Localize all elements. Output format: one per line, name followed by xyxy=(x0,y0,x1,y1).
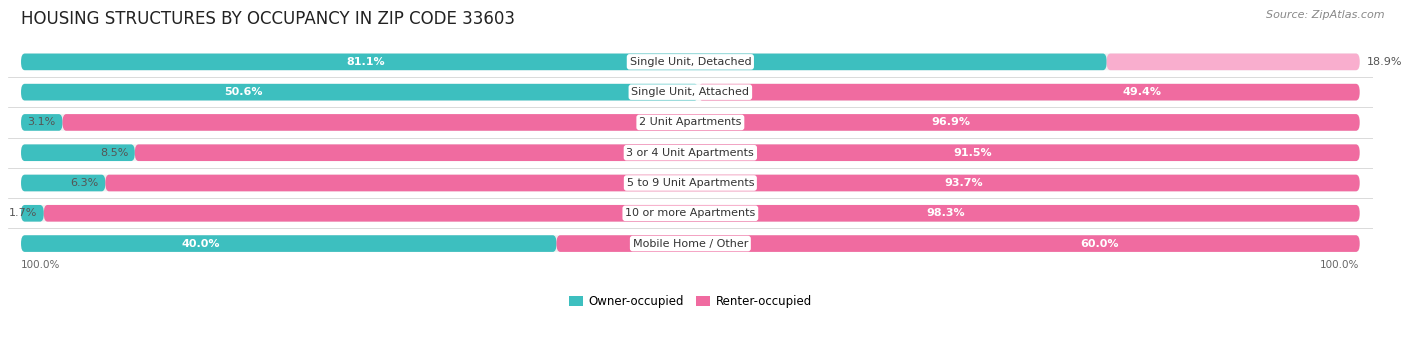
Text: 40.0%: 40.0% xyxy=(181,239,221,249)
FancyBboxPatch shape xyxy=(135,144,1360,161)
FancyBboxPatch shape xyxy=(21,144,1360,161)
Text: 18.9%: 18.9% xyxy=(1367,57,1402,67)
Text: 6.3%: 6.3% xyxy=(70,178,98,188)
FancyBboxPatch shape xyxy=(21,235,557,252)
Text: 10 or more Apartments: 10 or more Apartments xyxy=(626,208,755,218)
FancyBboxPatch shape xyxy=(21,54,1107,70)
Text: Single Unit, Attached: Single Unit, Attached xyxy=(631,87,749,97)
FancyBboxPatch shape xyxy=(105,175,1360,191)
FancyBboxPatch shape xyxy=(21,235,1360,252)
FancyBboxPatch shape xyxy=(21,84,699,101)
Text: 91.5%: 91.5% xyxy=(953,148,993,158)
FancyBboxPatch shape xyxy=(21,84,1360,101)
FancyBboxPatch shape xyxy=(21,114,1360,131)
FancyBboxPatch shape xyxy=(21,205,1360,222)
FancyBboxPatch shape xyxy=(21,114,62,131)
Text: Single Unit, Detached: Single Unit, Detached xyxy=(630,57,751,67)
FancyBboxPatch shape xyxy=(21,144,135,161)
Text: 5 to 9 Unit Apartments: 5 to 9 Unit Apartments xyxy=(627,178,754,188)
Legend: Owner-occupied, Renter-occupied: Owner-occupied, Renter-occupied xyxy=(564,291,817,313)
FancyBboxPatch shape xyxy=(21,175,1360,191)
FancyBboxPatch shape xyxy=(21,54,1360,70)
FancyBboxPatch shape xyxy=(21,175,105,191)
Text: 100.0%: 100.0% xyxy=(1320,261,1360,270)
Text: 8.5%: 8.5% xyxy=(100,148,128,158)
FancyBboxPatch shape xyxy=(21,205,44,222)
FancyBboxPatch shape xyxy=(62,114,1360,131)
Text: 81.1%: 81.1% xyxy=(347,57,385,67)
Text: 60.0%: 60.0% xyxy=(1080,239,1119,249)
Text: 96.9%: 96.9% xyxy=(932,117,970,128)
Text: Mobile Home / Other: Mobile Home / Other xyxy=(633,239,748,249)
Text: 93.7%: 93.7% xyxy=(945,178,983,188)
Text: 3 or 4 Unit Apartments: 3 or 4 Unit Apartments xyxy=(627,148,754,158)
Text: 50.6%: 50.6% xyxy=(224,87,263,97)
Text: 3.1%: 3.1% xyxy=(28,117,56,128)
Text: Source: ZipAtlas.com: Source: ZipAtlas.com xyxy=(1267,10,1385,20)
Text: 2 Unit Apartments: 2 Unit Apartments xyxy=(640,117,741,128)
Text: 49.4%: 49.4% xyxy=(1122,87,1161,97)
Text: HOUSING STRUCTURES BY OCCUPANCY IN ZIP CODE 33603: HOUSING STRUCTURES BY OCCUPANCY IN ZIP C… xyxy=(21,10,515,28)
Text: 98.3%: 98.3% xyxy=(927,208,965,218)
FancyBboxPatch shape xyxy=(44,205,1360,222)
Text: 100.0%: 100.0% xyxy=(21,261,60,270)
Text: 1.7%: 1.7% xyxy=(8,208,37,218)
FancyBboxPatch shape xyxy=(557,235,1360,252)
FancyBboxPatch shape xyxy=(699,84,1360,101)
FancyBboxPatch shape xyxy=(1107,54,1360,70)
